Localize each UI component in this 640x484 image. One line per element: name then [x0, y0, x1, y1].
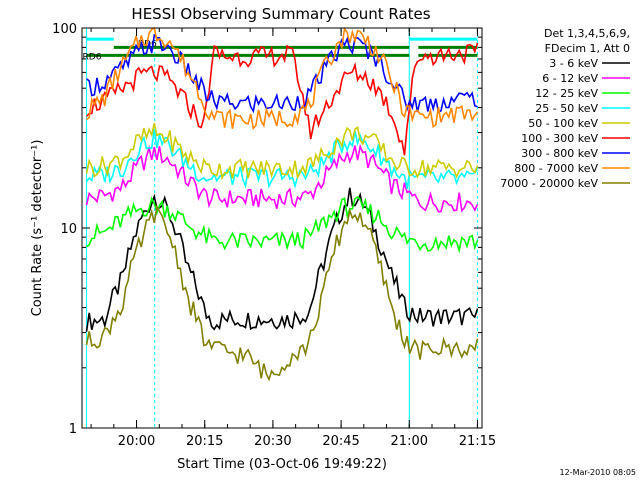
x-tick-label: 20:00: [118, 434, 155, 449]
series-line-6: [85, 42, 479, 156]
y-axis-label: Count Rate (s⁻¹ detector⁻¹): [30, 140, 45, 317]
series-line-7: [85, 33, 478, 114]
legend-label: 50 - 100 keV: [528, 117, 598, 130]
chart-title: HESSI Observing Summary Count Rates: [131, 5, 430, 23]
y-tick-label: 10: [60, 222, 77, 237]
series-line-3: [86, 196, 479, 254]
series-line-2: [85, 143, 479, 213]
legend-label: 800 - 7000 keV: [514, 162, 598, 175]
x-axis-label: Start Time (03-Oct-06 19:49:22): [177, 457, 387, 472]
axes: 1 10 100 20:00 20:15 20:30 20:45 21:00 21:15: [52, 22, 496, 449]
series-line-8: [86, 26, 479, 131]
legend-label: 3 - 6 keV: [549, 57, 598, 70]
y-tick-label: 1: [69, 422, 77, 437]
render-timestamp: 12-Mar-2010 08:05: [560, 468, 637, 477]
legend-header-line-2: FDecim 1, Att 0: [545, 42, 630, 55]
legend-label: 25 - 50 keV: [535, 102, 598, 115]
x-tick-label: 21:15: [459, 434, 496, 449]
x-tick-label: 20:15: [186, 434, 223, 449]
series-line-5: [85, 123, 479, 181]
series-line-9: [85, 203, 479, 382]
legend-label: 100 - 300 keV: [521, 132, 598, 145]
legend-label: 7000 - 20000 keV: [500, 177, 598, 190]
series-line-4: [85, 128, 479, 189]
annotation-label-1: RD6: [83, 52, 102, 62]
legend-label: 300 - 800 keV: [521, 147, 598, 160]
legend-label: 6 - 12 keV: [542, 72, 598, 85]
series-line-1: [85, 187, 479, 332]
legend-label: 12 - 25 keV: [535, 87, 598, 100]
legend: Det 1,3,4,5,6,9, FDecim 1, Att 0 3 - 6 k…: [500, 27, 630, 190]
y-tick-label: 100: [52, 22, 77, 37]
legend-header-line-1: Det 1,3,4,5,6,9,: [544, 27, 630, 40]
x-tick-label: 20:30: [254, 434, 291, 449]
x-tick-label: 21:00: [391, 434, 428, 449]
x-tick-label: 20:45: [322, 434, 359, 449]
